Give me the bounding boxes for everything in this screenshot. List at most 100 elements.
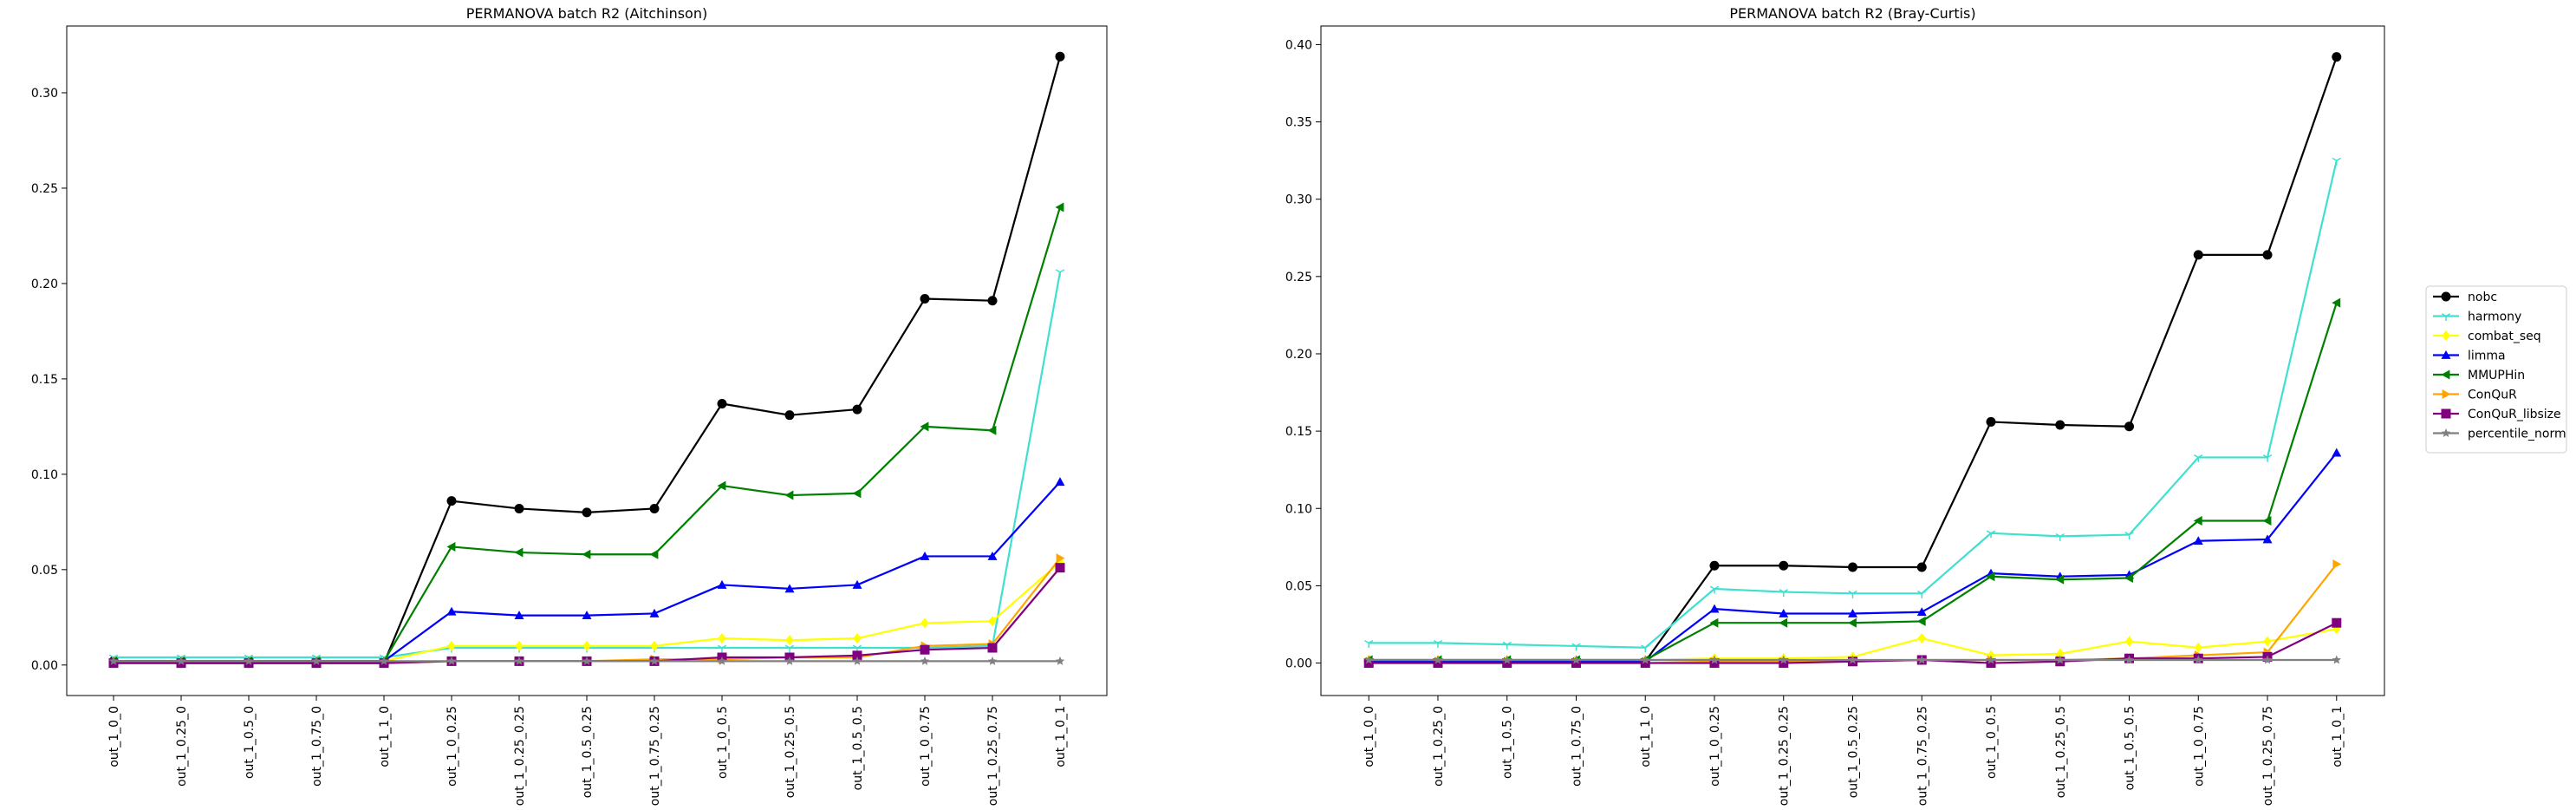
data-point-combat-seq	[2263, 636, 2272, 647]
data-point-percentile-norm	[784, 656, 795, 665]
data-point-percentile-norm	[2194, 655, 2203, 664]
legend-label-conqur: ConQuR	[2468, 389, 2517, 402]
data-point-conqur	[1056, 553, 1065, 564]
x-tick-label: out_1_0.25_0.75	[2261, 706, 2275, 806]
data-point-nobc	[2193, 250, 2203, 260]
x-tick-label: out_1_0.5_0.5	[2124, 706, 2137, 790]
data-point-nobc	[514, 503, 524, 513]
legend-marker-nobc	[2441, 291, 2451, 302]
legend-label-limma: limma	[2468, 349, 2506, 363]
data-point-harmony	[1055, 269, 1065, 278]
data-point-combat-seq	[1917, 632, 1926, 644]
data-point-percentile-norm	[514, 656, 524, 665]
data-point-mmuphin	[920, 421, 929, 432]
data-point-limma	[1916, 607, 1927, 617]
data-point-percentile-norm	[2262, 655, 2273, 664]
data-point-conqur-libsize	[852, 650, 862, 661]
x-tick-label: out_1_0.75_0.25	[1916, 706, 1929, 806]
y-tick-label: 0.40	[1285, 38, 1312, 52]
legend-label-percentile-norm: percentile_norm	[2468, 428, 2566, 441]
data-point-conqur-libsize	[1433, 658, 1443, 669]
data-point-percentile-norm	[1363, 655, 1374, 664]
data-point-combat-seq	[988, 616, 997, 627]
y-tick-label: 0.20	[1285, 348, 1312, 362]
data-point-percentile-norm	[2055, 655, 2065, 664]
data-point-nobc	[2124, 421, 2135, 432]
data-point-nobc	[784, 410, 795, 421]
data-point-percentile-norm	[987, 656, 998, 665]
data-point-percentile-norm	[1502, 655, 1512, 664]
data-point-mmuphin	[2124, 572, 2133, 583]
legend-label-nobc: nobc	[2468, 291, 2497, 304]
data-point-limma	[1779, 609, 1789, 617]
data-point-nobc	[987, 296, 998, 306]
data-point-limma	[1848, 609, 1857, 617]
data-point-nobc	[1916, 562, 1927, 572]
data-point-conqur-libsize	[1363, 658, 1374, 669]
data-point-combat-seq	[447, 640, 456, 651]
data-point-limma	[920, 551, 930, 560]
data-point-percentile-norm	[244, 656, 254, 665]
data-point-conqur-libsize	[920, 644, 930, 655]
y-tick-label: 0.25	[1285, 271, 1312, 284]
data-point-conqur-libsize	[1055, 563, 1065, 573]
x-tick-label: out_1_0.75_0	[1570, 706, 1584, 787]
data-point-percentile-norm	[1433, 655, 1443, 664]
data-point-harmony	[1364, 639, 1374, 648]
data-point-percentile-norm	[1848, 655, 1857, 664]
x-tick-label: out_1_0_0	[107, 706, 121, 768]
data-point-limma	[582, 611, 592, 620]
data-point-percentile-norm	[311, 656, 322, 665]
data-point-nobc	[446, 496, 457, 506]
x-tick-label: out_1_1_0	[378, 706, 392, 768]
data-point-limma	[446, 606, 457, 616]
data-point-nobc	[2332, 52, 2342, 62]
y-tick-label: 0.00	[1285, 657, 1312, 671]
data-point-percentile-norm	[852, 656, 862, 665]
legend-label-harmony: harmony	[2468, 310, 2521, 324]
data-point-mmuphin	[852, 488, 862, 499]
data-point-mmuphin	[582, 549, 591, 559]
data-point-mmuphin	[1986, 572, 1995, 582]
x-tick-label: out_1_0_0.75	[919, 706, 933, 787]
data-point-combat-seq	[582, 640, 591, 651]
data-point-limma	[649, 608, 660, 617]
x-tick-label: out_1_0_0.5	[1985, 706, 1999, 779]
data-point-percentile-norm	[446, 656, 457, 665]
y-tick-label: 0.30	[1285, 193, 1312, 207]
legend-marker-conqur-libsize	[2441, 408, 2451, 419]
data-point-percentile-norm	[1986, 655, 1996, 664]
data-point-mmuphin	[717, 480, 726, 491]
data-point-nobc	[920, 294, 930, 304]
data-point-limma	[2332, 447, 2342, 457]
data-point-conqur-libsize	[1709, 658, 1720, 669]
data-point-mmuphin	[2193, 516, 2202, 526]
data-point-percentile-norm	[717, 656, 727, 665]
legend-label-combat-seq: combat_seq	[2468, 330, 2541, 343]
data-point-nobc	[1779, 560, 1789, 571]
data-point-percentile-norm	[1055, 656, 1065, 665]
legend-box	[2425, 285, 2567, 454]
x-tick-label: out_1_0_0.25	[446, 706, 459, 787]
data-point-combat-seq	[718, 632, 726, 644]
legend-marker-percentile-norm	[2441, 428, 2451, 437]
data-point-mmuphin	[1779, 617, 1788, 628]
x-tick-label: out_1_0_0.25	[1708, 706, 1722, 787]
data-point-mmuphin	[2332, 297, 2341, 308]
y-tick-label: 0.15	[31, 373, 58, 387]
x-tick-label: out_1_0.25_0.25	[1778, 706, 1792, 806]
data-point-percentile-norm	[1917, 655, 1927, 664]
data-point-limma	[1055, 477, 1065, 487]
data-point-limma	[717, 579, 727, 589]
y-tick-label: 0.35	[1285, 116, 1312, 130]
data-point-combat-seq	[920, 617, 929, 629]
data-point-mmuphin	[1709, 617, 1719, 628]
legend-marker-conqur	[2442, 389, 2451, 399]
x-tick-label: out_1_0.25_0.25	[513, 706, 527, 806]
data-point-mmuphin	[784, 490, 794, 500]
data-point-mmuphin	[514, 547, 524, 558]
data-point-nobc	[1986, 416, 1996, 427]
chart-title: PERMANOVA batch R2 (Bray-Curtis)	[1729, 5, 1975, 22]
data-point-harmony	[784, 644, 795, 653]
legend-marker-combat-seq	[2442, 330, 2450, 342]
